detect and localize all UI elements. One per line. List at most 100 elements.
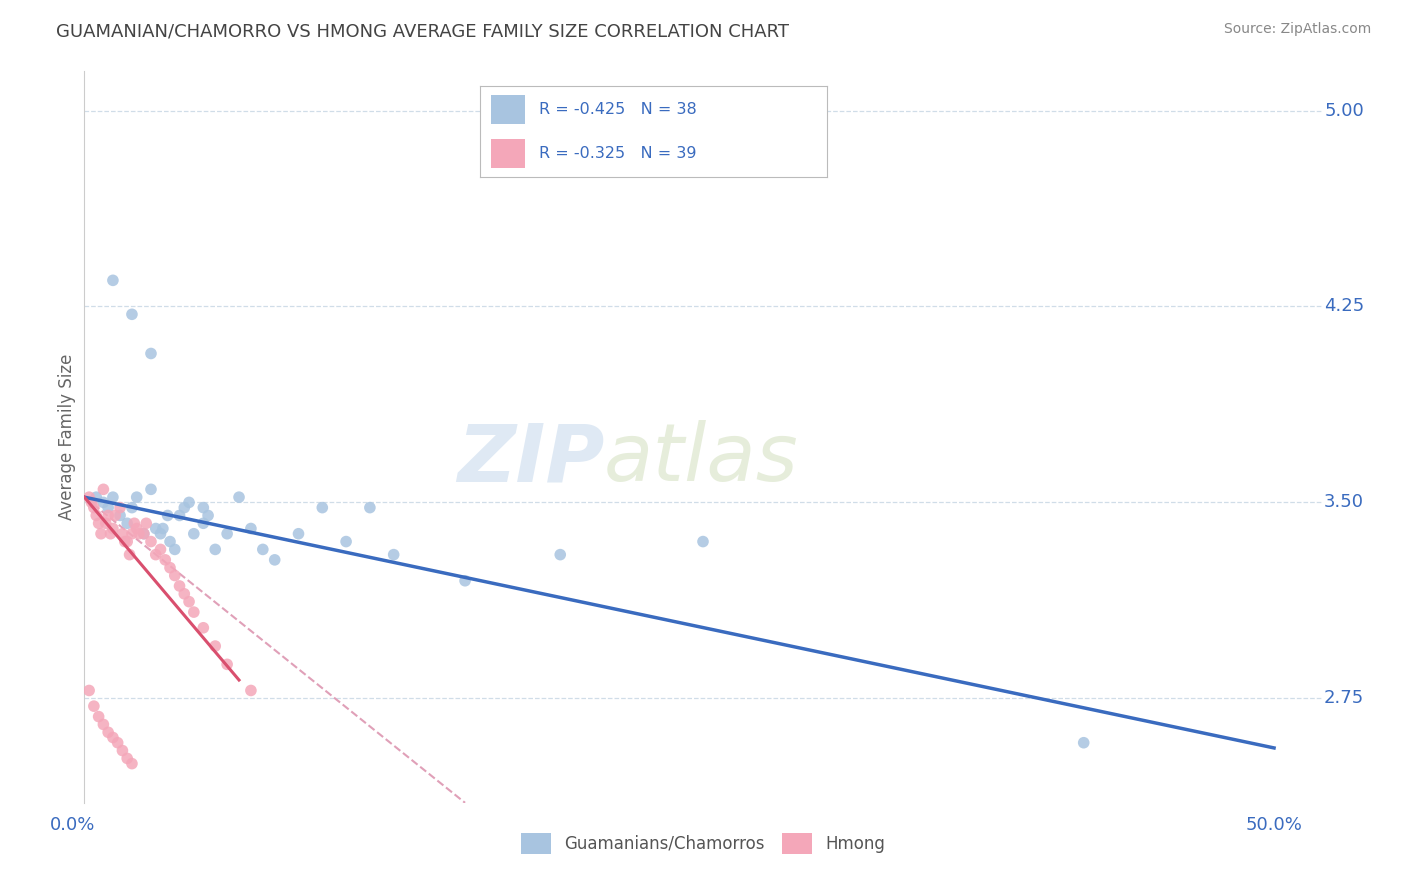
Point <box>121 526 143 541</box>
Point <box>155 553 177 567</box>
Point <box>1215 814 1237 828</box>
Point <box>87 709 110 723</box>
Point <box>77 683 100 698</box>
Point <box>204 639 226 653</box>
Point <box>169 579 191 593</box>
Point <box>204 542 226 557</box>
Point <box>163 542 186 557</box>
Point <box>454 574 477 588</box>
Point <box>183 526 205 541</box>
Point <box>139 483 162 497</box>
Point <box>93 717 115 731</box>
Point <box>114 534 136 549</box>
Point <box>125 521 148 535</box>
Point <box>217 657 239 672</box>
Point <box>335 534 357 549</box>
Text: R = -0.325   N = 39: R = -0.325 N = 39 <box>538 146 697 161</box>
Point <box>121 307 143 321</box>
Point <box>287 526 309 541</box>
Point <box>193 621 215 635</box>
Point <box>139 346 162 360</box>
Point <box>84 508 107 523</box>
Point <box>177 495 200 509</box>
Text: 3.50: 3.50 <box>1324 493 1364 511</box>
Point <box>692 534 714 549</box>
Text: 4.25: 4.25 <box>1324 297 1364 316</box>
Point <box>159 534 181 549</box>
Point <box>101 273 124 287</box>
Point <box>115 534 138 549</box>
Point <box>125 490 148 504</box>
Point <box>107 736 129 750</box>
Point <box>84 490 107 504</box>
Point <box>173 500 195 515</box>
Text: 0.0%: 0.0% <box>49 816 96 834</box>
Point <box>94 516 117 531</box>
Point <box>193 500 215 515</box>
Point <box>217 526 239 541</box>
Point <box>145 548 167 562</box>
Point <box>382 548 405 562</box>
Bar <box>491 95 526 124</box>
Point <box>83 699 105 714</box>
Point <box>239 521 262 535</box>
Point <box>93 483 115 497</box>
Point <box>177 594 200 608</box>
Point <box>101 521 124 535</box>
Point <box>104 508 127 523</box>
Point <box>111 526 134 541</box>
Text: 2.75: 2.75 <box>1324 690 1364 707</box>
Text: GUAMANIAN/CHAMORRO VS HMONG AVERAGE FAMILY SIZE CORRELATION CHART: GUAMANIAN/CHAMORRO VS HMONG AVERAGE FAMI… <box>56 22 789 40</box>
Text: atlas: atlas <box>605 420 799 498</box>
Point <box>548 548 571 562</box>
Point <box>108 500 131 515</box>
Point <box>228 490 250 504</box>
Point <box>193 516 215 531</box>
Point <box>1073 736 1095 750</box>
Point <box>93 495 115 509</box>
Point <box>90 526 112 541</box>
Point <box>80 495 103 509</box>
Point <box>311 500 333 515</box>
Point <box>149 526 172 541</box>
Legend: Guamanians/Chamorros, Hmong: Guamanians/Chamorros, Hmong <box>515 827 891 860</box>
Point <box>87 516 110 531</box>
Point <box>169 508 191 523</box>
Bar <box>491 139 526 169</box>
Point <box>115 516 138 531</box>
Point <box>163 568 186 582</box>
Point <box>132 526 155 541</box>
Point <box>124 516 146 531</box>
Point <box>101 731 124 745</box>
Point <box>97 725 120 739</box>
Point <box>252 542 274 557</box>
Point <box>101 490 124 504</box>
Point <box>145 521 167 535</box>
Point <box>139 534 162 549</box>
Point <box>115 751 138 765</box>
Point <box>173 587 195 601</box>
Point <box>118 548 141 562</box>
Point <box>108 508 131 523</box>
Point <box>239 683 262 698</box>
Y-axis label: Average Family Size: Average Family Size <box>58 354 76 520</box>
Point <box>121 756 143 771</box>
Point <box>149 542 172 557</box>
Point <box>183 605 205 619</box>
Point <box>77 490 100 504</box>
Text: ZIP: ZIP <box>457 420 605 498</box>
Point <box>83 500 105 515</box>
Text: R = -0.425   N = 38: R = -0.425 N = 38 <box>538 103 697 117</box>
Point <box>128 526 150 541</box>
Point <box>135 516 157 531</box>
Point <box>263 553 285 567</box>
Point <box>159 560 181 574</box>
Point <box>97 500 120 515</box>
Point <box>132 526 155 541</box>
Point <box>152 521 174 535</box>
Point <box>197 508 219 523</box>
Text: Source: ZipAtlas.com: Source: ZipAtlas.com <box>1223 22 1371 37</box>
Point <box>121 500 143 515</box>
Point <box>100 526 122 541</box>
Text: 50.0%: 50.0% <box>1246 816 1302 834</box>
